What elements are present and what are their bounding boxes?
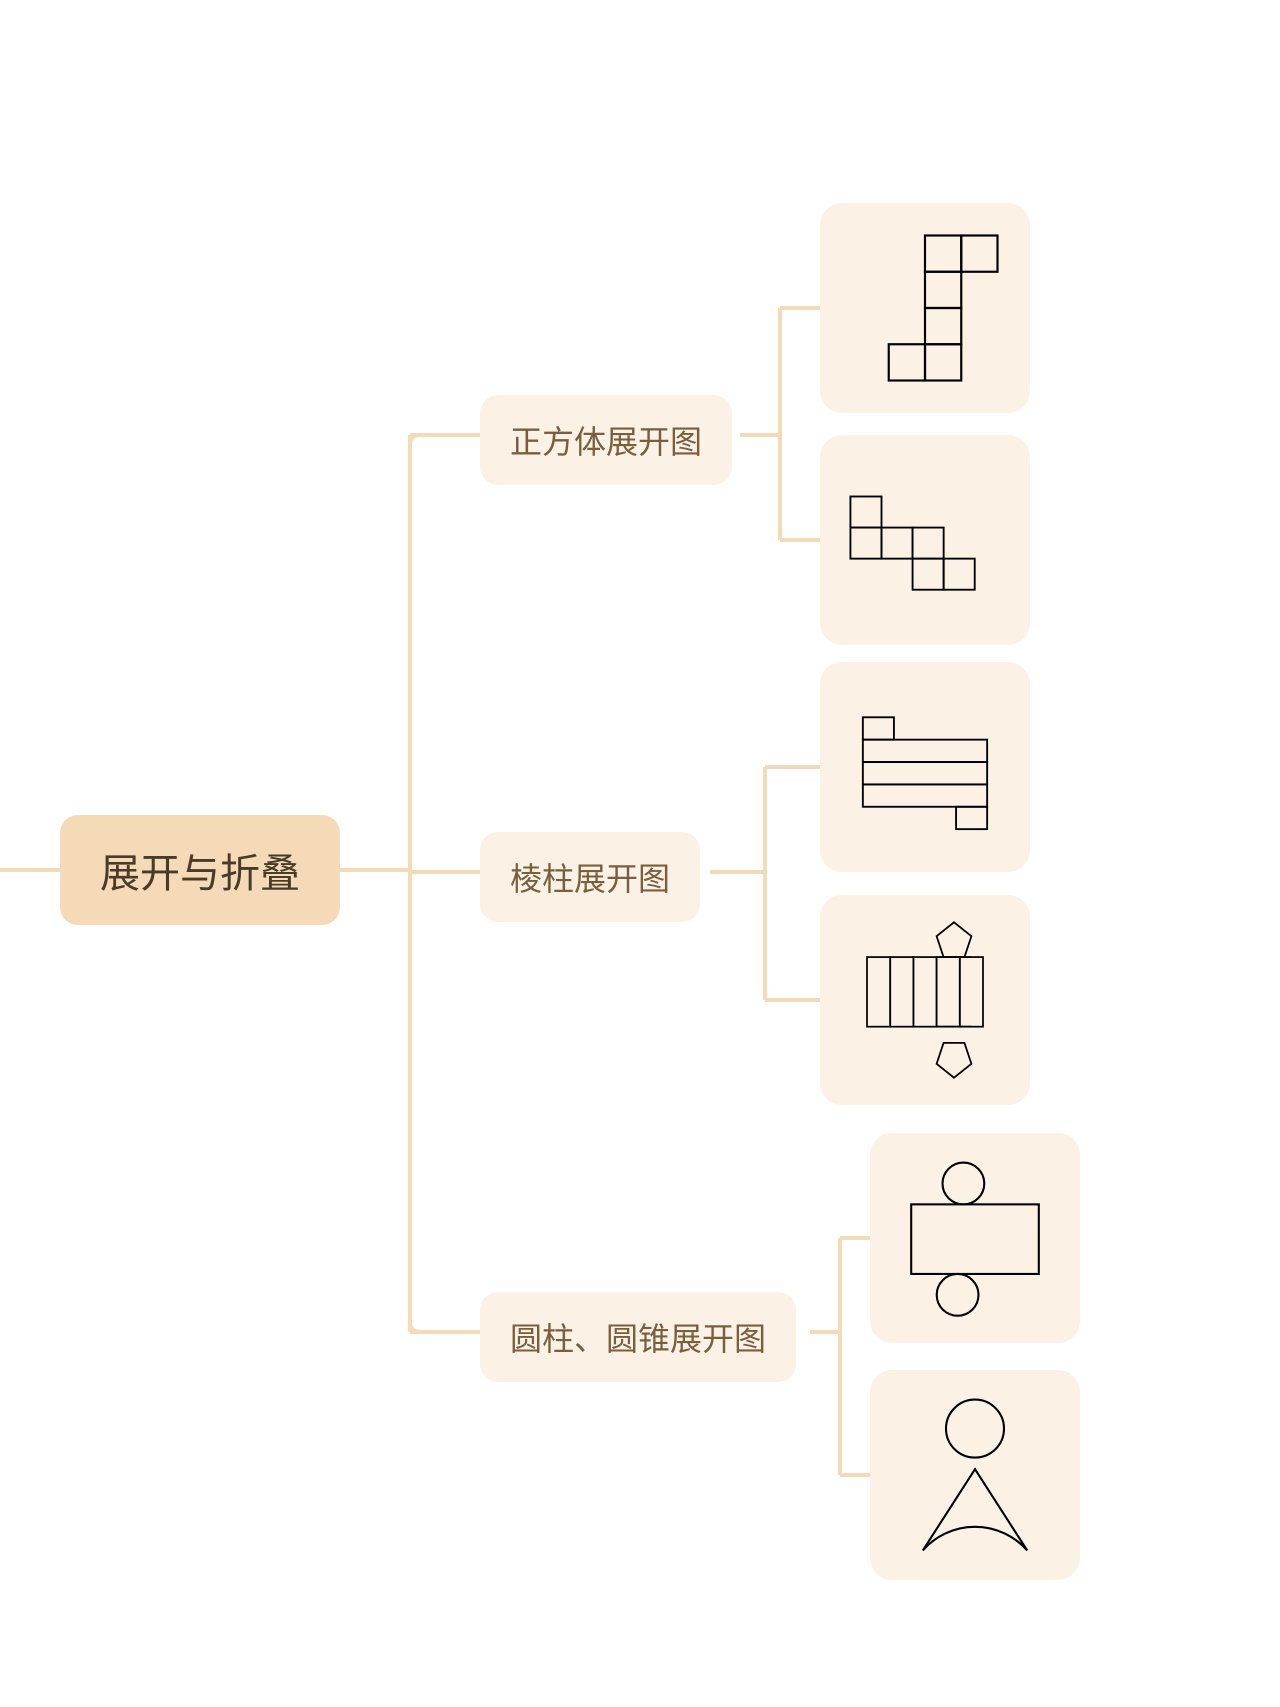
cube-net-icon xyxy=(838,221,1012,395)
mid-label: 圆柱、圆锥展开图 xyxy=(510,1314,766,1360)
mid-node-cube: 正方体展开图 xyxy=(480,395,732,485)
leaf-cylinder-net xyxy=(870,1133,1080,1343)
cone-net-icon xyxy=(888,1388,1062,1562)
mid-node-prism: 棱柱展开图 xyxy=(480,832,700,922)
leaf-prism-net-1 xyxy=(820,662,1030,872)
mid-label: 正方体展开图 xyxy=(510,417,702,463)
leaf-cube-net-2 xyxy=(820,435,1030,645)
root-label: 展开与折叠 xyxy=(100,841,300,899)
cylinder-net-icon xyxy=(888,1151,1062,1325)
prism-net-icon xyxy=(838,680,1012,854)
mid-node-cylinder-cone: 圆柱、圆锥展开图 xyxy=(480,1292,796,1382)
leaf-prism-net-2 xyxy=(820,895,1030,1105)
root-node: 展开与折叠 xyxy=(60,815,340,925)
prism-net-icon xyxy=(838,913,1012,1087)
cube-net-icon xyxy=(838,453,1012,627)
mid-label: 棱柱展开图 xyxy=(510,854,670,900)
leaf-cone-net xyxy=(870,1370,1080,1580)
leaf-cube-net-1 xyxy=(820,203,1030,413)
